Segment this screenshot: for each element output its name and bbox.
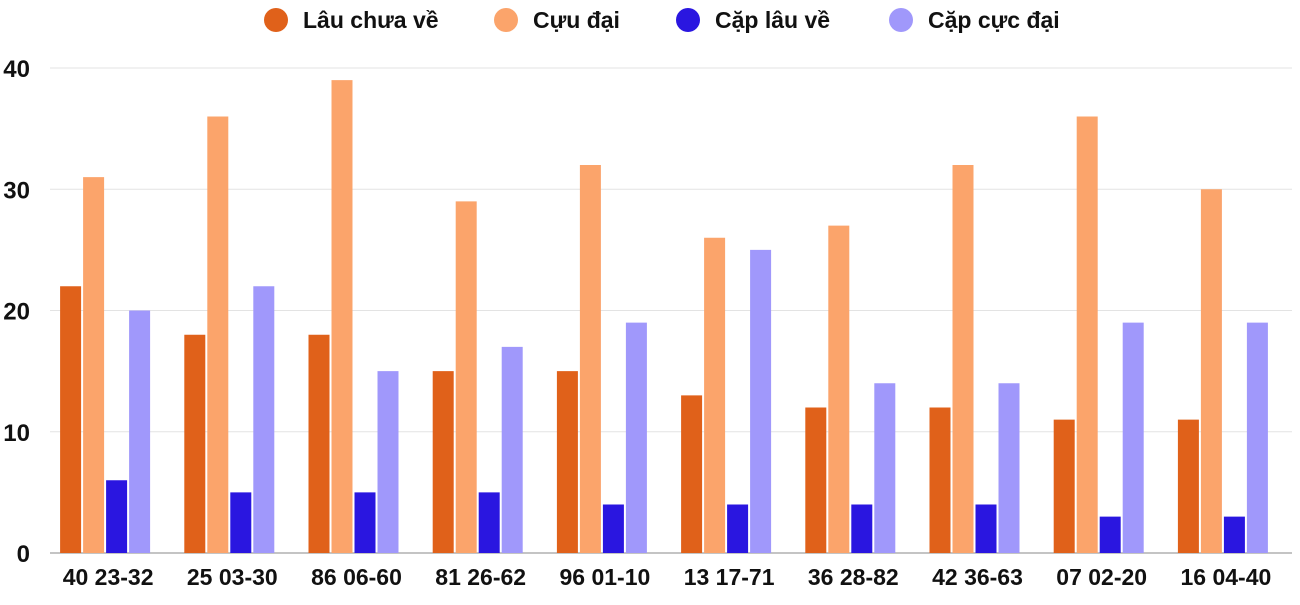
x-tick-label: 16 04-40 [1180,564,1271,590]
y-tick-label: 20 [3,299,30,326]
bar-1 [1177,419,1199,553]
legend-swatch [889,8,913,32]
bar-1 [308,334,330,553]
legend: Lâu chưa về Cựu đại Cặp lâu về Cặp cực đại [264,7,1060,33]
bar-1 [681,395,703,553]
bar-2 [331,80,353,553]
x-tick-label: 86 06-60 [311,564,402,590]
legend-label: Cặp lâu về [715,7,830,33]
bar-2 [83,177,105,553]
bar-2 [704,237,726,553]
legend-label: Lâu chưa về [303,7,439,33]
legend-item: Cựu đại [494,7,620,33]
legend-label: Cặp cực đại [928,7,1060,33]
bar-3 [727,504,749,553]
bar-1 [805,407,827,553]
gridlines [50,67,1292,554]
bar-1 [1053,419,1075,553]
legend-item: Cặp lâu về [676,7,830,33]
bar-3 [851,504,873,553]
bar-3 [230,492,252,553]
legend-item: Cặp cực đại [889,7,1060,33]
x-tick-label: 81 26-62 [435,564,526,590]
bar-4 [501,346,523,553]
bar-4 [1122,322,1144,553]
y-tick-label: 0 [17,541,30,568]
bar-3 [478,492,500,553]
y-tick-label: 40 [3,56,30,83]
bar-4 [253,286,275,553]
bar-3 [602,504,624,553]
x-tick-label: 40 23-32 [63,564,154,590]
bar-4 [377,371,399,553]
bar-3 [1223,516,1245,553]
bar-3 [354,492,376,553]
x-tick-label: 25 03-30 [187,564,278,590]
x-tick-label: 96 01-10 [559,564,650,590]
x-tick-label: 42 36-63 [932,564,1023,590]
bar-1 [60,286,82,553]
bar-2 [952,165,974,553]
x-tick-label: 13 17-71 [684,564,775,590]
y-axis-ticks: 0 10 20 30 40 [3,56,30,568]
legend-item: Lâu chưa về [264,7,439,33]
bar-1 [432,371,454,553]
bar-2 [1200,189,1222,553]
bar-4 [750,249,772,553]
bar-2 [828,225,850,553]
y-tick-label: 30 [3,177,30,204]
bar-1 [929,407,951,553]
bar-2 [1076,116,1098,553]
bar-2 [207,116,229,553]
bar-4 [1246,322,1268,553]
x-tick-label: 36 28-82 [808,564,899,590]
y-tick-label: 10 [3,420,30,447]
bar-3 [106,480,128,553]
bar-4 [129,310,151,553]
legend-swatch [264,8,288,32]
legend-swatch [676,8,700,32]
bar-4 [874,383,896,553]
bar-3 [1099,516,1121,553]
legend-label: Cựu đại [533,7,620,33]
bars [60,80,1268,553]
bar-1 [184,334,206,553]
bar-4 [625,322,647,553]
bar-1 [556,371,578,553]
legend-swatch [494,8,518,32]
bar-4 [998,383,1020,553]
bar-3 [975,504,997,553]
x-axis-ticks: 40 23-32 25 03-30 86 06-60 81 26-62 96 01-10… [63,564,1272,590]
bar-2 [455,201,477,553]
bar-2 [579,165,601,553]
x-tick-label: 07 02-20 [1056,564,1147,590]
